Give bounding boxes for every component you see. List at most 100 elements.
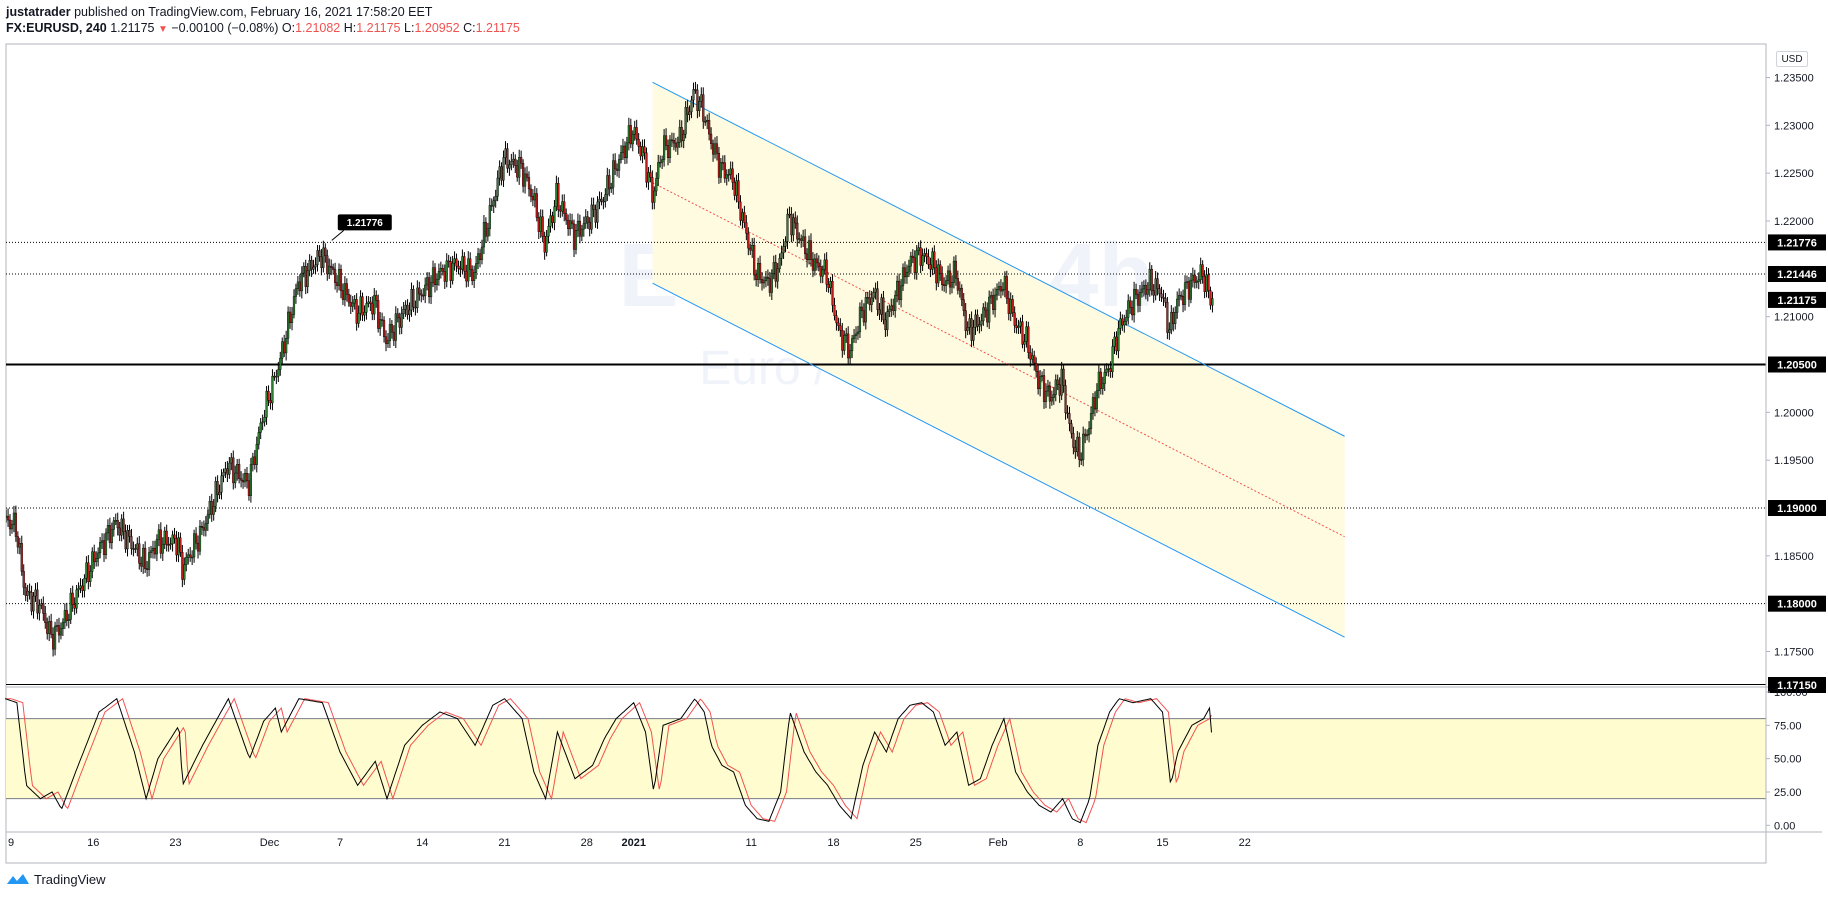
candle[interactable] (400, 306, 403, 335)
candle[interactable] (710, 127, 713, 150)
level-badge[interactable] (1768, 500, 1826, 517)
candle[interactable] (194, 527, 198, 550)
candle[interactable] (1086, 429, 1089, 441)
candle[interactable] (547, 218, 550, 244)
candle[interactable] (727, 169, 730, 182)
candle[interactable] (659, 155, 662, 168)
candle[interactable] (126, 524, 129, 557)
candle[interactable] (1068, 406, 1071, 432)
candle[interactable] (36, 582, 39, 620)
candle[interactable] (535, 188, 538, 222)
stoch-d-line[interactable] (5, 697, 1212, 824)
candle[interactable] (257, 426, 260, 450)
candle[interactable] (1050, 390, 1053, 406)
candle[interactable] (1117, 320, 1120, 359)
candle[interactable] (927, 249, 930, 269)
candle[interactable] (655, 172, 658, 197)
candle[interactable] (1056, 374, 1059, 391)
candle[interactable] (22, 564, 25, 595)
candle[interactable] (702, 87, 705, 129)
candle[interactable] (614, 153, 617, 175)
candle[interactable] (381, 312, 384, 327)
candle[interactable] (324, 243, 327, 263)
candle[interactable] (222, 468, 225, 483)
candle[interactable] (645, 147, 648, 188)
candle[interactable] (245, 466, 249, 489)
candle[interactable] (849, 343, 852, 365)
candle[interactable] (948, 263, 952, 295)
candle[interactable] (1017, 319, 1020, 335)
candle[interactable] (300, 266, 303, 299)
candle[interactable] (972, 319, 975, 346)
candle[interactable] (1207, 268, 1210, 299)
candle[interactable] (1078, 432, 1081, 468)
candle[interactable] (780, 245, 783, 266)
candle[interactable] (238, 458, 241, 484)
candle[interactable] (26, 584, 29, 603)
candle[interactable] (833, 297, 836, 321)
candle[interactable] (183, 557, 186, 585)
candle[interactable] (312, 259, 315, 274)
stoch-k-line[interactable] (4, 697, 1212, 824)
candle[interactable] (782, 239, 785, 259)
candle[interactable] (212, 499, 215, 521)
candle[interactable] (506, 143, 509, 173)
candle[interactable] (240, 471, 243, 488)
candle[interactable] (316, 245, 319, 272)
candle[interactable] (200, 521, 204, 536)
candle[interactable] (290, 307, 294, 331)
candle[interactable] (228, 457, 231, 479)
candle[interactable] (433, 263, 437, 293)
candle[interactable] (437, 263, 440, 286)
candle[interactable] (888, 304, 891, 318)
candle[interactable] (53, 621, 57, 656)
candle[interactable] (1021, 314, 1024, 349)
candle[interactable] (1211, 291, 1214, 313)
candle[interactable] (545, 230, 548, 257)
candle[interactable] (921, 248, 924, 271)
candle[interactable] (488, 197, 491, 237)
stochastic-pane[interactable] (4, 686, 1822, 824)
candle[interactable] (657, 154, 660, 187)
candle[interactable] (418, 281, 421, 301)
candle[interactable] (962, 293, 965, 317)
candle[interactable] (619, 145, 623, 164)
candle[interactable] (267, 385, 270, 406)
candle[interactable] (144, 541, 147, 574)
candle[interactable] (1062, 364, 1065, 393)
candle[interactable] (396, 308, 399, 323)
candle[interactable] (271, 369, 274, 411)
candle[interactable] (911, 249, 914, 264)
candle[interactable] (950, 275, 954, 294)
candle[interactable] (1197, 272, 1200, 290)
candle[interactable] (984, 301, 987, 318)
candle[interactable] (764, 270, 768, 288)
candle[interactable] (686, 99, 689, 123)
candle[interactable] (851, 334, 854, 359)
candle[interactable] (523, 167, 527, 194)
candle[interactable] (743, 205, 746, 228)
candle[interactable] (1013, 306, 1016, 334)
candle[interactable] (445, 253, 448, 288)
candle[interactable] (1134, 283, 1138, 300)
candle[interactable] (831, 274, 834, 313)
level-badge[interactable] (1768, 265, 1826, 282)
candle[interactable] (314, 257, 317, 275)
candle[interactable] (112, 516, 115, 537)
candle[interactable] (1160, 286, 1163, 302)
candle[interactable] (941, 266, 944, 291)
candle[interactable] (292, 289, 296, 319)
candle[interactable] (171, 530, 174, 552)
candle[interactable] (580, 224, 583, 242)
candle[interactable] (993, 287, 997, 318)
candle[interactable] (960, 284, 963, 307)
candle[interactable] (1156, 272, 1159, 296)
candle[interactable] (964, 303, 967, 339)
candle[interactable] (328, 258, 331, 279)
channel-median-line[interactable] (652, 182, 1345, 538)
candle[interactable] (99, 537, 102, 559)
candle[interactable] (496, 170, 499, 202)
candle[interactable] (32, 592, 35, 619)
candle[interactable] (1189, 272, 1192, 304)
candle[interactable] (412, 285, 415, 313)
